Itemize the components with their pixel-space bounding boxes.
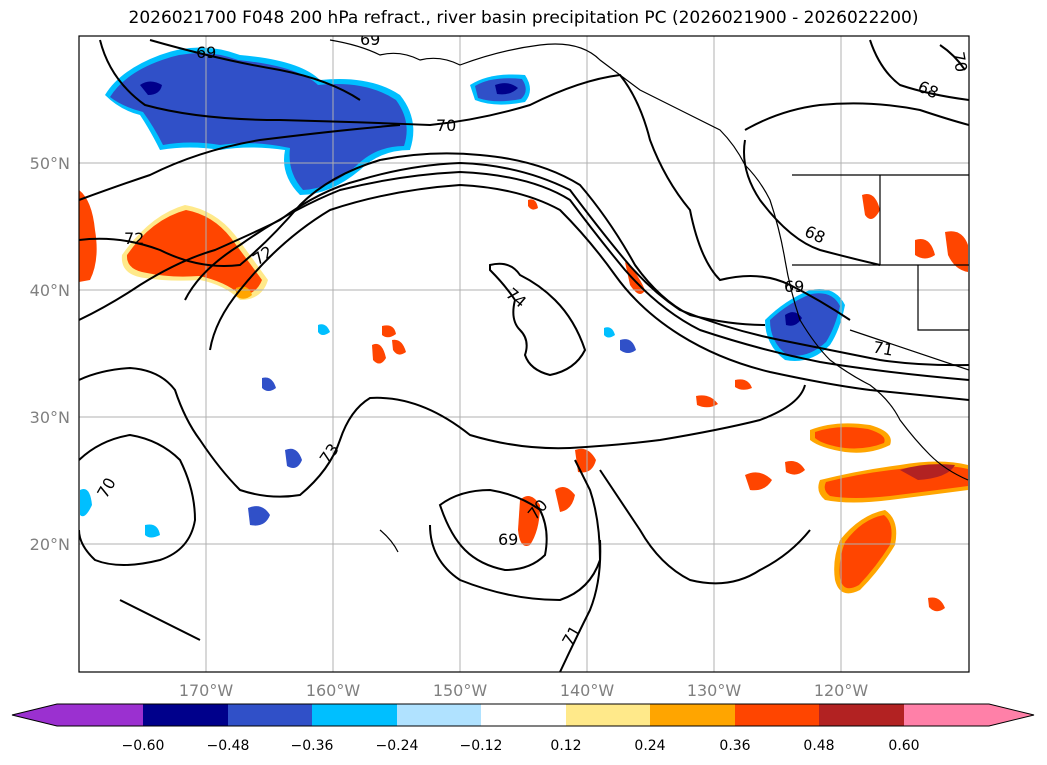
lat-label: 40°N <box>30 281 70 300</box>
precip-blob-pos <box>862 194 880 219</box>
precip-blob-neg <box>140 81 162 95</box>
lon-label: 120°W <box>814 681 869 700</box>
precip-blob-pos <box>392 339 406 355</box>
precip-blob-neg <box>495 83 518 95</box>
colorbar-segment <box>566 704 650 726</box>
precip-blob-pos <box>945 231 968 272</box>
colorbar-tick: 0.60 <box>888 738 919 754</box>
lon-label: 170°W <box>179 681 234 700</box>
colorbar-segment <box>228 704 312 726</box>
precip-blob-neg <box>248 506 270 526</box>
gridlines <box>79 36 969 672</box>
colorbar-segment <box>481 704 566 726</box>
precip-blob-neg <box>262 377 276 391</box>
lon-label: 130°W <box>687 681 742 700</box>
precip-blob-neg <box>80 489 92 517</box>
contour-label: 69 <box>196 43 216 62</box>
contour-label: 71 <box>872 337 895 359</box>
colorbar-segment <box>57 704 143 726</box>
precip-blob-neg <box>770 293 840 356</box>
precip-blob-neg <box>145 524 160 538</box>
latitude-labels: 50°N 40°N 30°N 20°N <box>30 154 70 554</box>
colorbar-segment <box>904 704 989 726</box>
precip-blob-pos <box>928 597 945 612</box>
map-frame <box>78 35 970 673</box>
positive-precip-regions <box>79 190 968 612</box>
map-title: 2026021700 F048 200 hPa refract., river … <box>128 8 919 28</box>
colorbar-segment <box>650 704 735 726</box>
colorbar-segment <box>397 704 481 726</box>
precip-blob-pos <box>735 379 752 390</box>
lat-label: 20°N <box>30 535 70 554</box>
colorbar-tick: 0.48 <box>803 738 834 754</box>
lat-label: 50°N <box>30 154 70 173</box>
contour-label: 69 <box>498 530 518 549</box>
colorbar-tick: −0.48 <box>207 738 250 754</box>
colorbar-outline <box>11 703 1035 727</box>
colorbar-extend-min <box>12 704 57 726</box>
lon-label: 160°W <box>306 681 361 700</box>
precip-blob-pos <box>745 472 772 491</box>
colorbar-tick: −0.36 <box>291 738 334 754</box>
precip-blob-pos <box>528 199 538 210</box>
colorbar-segment <box>819 704 904 726</box>
contour-label: 69 <box>784 277 804 296</box>
precip-blob-pos <box>900 464 955 480</box>
lon-label: 150°W <box>433 681 488 700</box>
precip-blob-neg <box>285 448 302 468</box>
colorbar: −0.60 −0.48 −0.36 −0.24 −0.12 0.12 0.24 … <box>11 703 1035 754</box>
contour-label: 72 <box>124 229 144 248</box>
colorbar-segment <box>735 704 819 726</box>
precip-blob-pos <box>815 427 885 449</box>
precip-blob-pos <box>555 486 575 512</box>
colorbar-tick: −0.12 <box>460 738 503 754</box>
coastlines <box>329 39 969 553</box>
colorbar-extend-max <box>989 704 1034 726</box>
lon-label: 140°W <box>560 681 615 700</box>
colorbar-tick: −0.24 <box>376 738 419 754</box>
precip-blob-pos <box>518 496 540 546</box>
precip-blob-pos <box>575 448 596 473</box>
precip-blob-neg <box>604 327 615 338</box>
colorbar-ticks: −0.60 −0.48 −0.36 −0.24 −0.12 0.12 0.24 … <box>122 738 920 754</box>
height-contours <box>79 39 969 672</box>
lat-label: 30°N <box>30 408 70 427</box>
precip-blob-pos <box>372 343 386 364</box>
negative-precip-regions <box>80 47 845 538</box>
contour-label: 70 <box>949 50 971 73</box>
precip-blob-pos <box>79 190 97 282</box>
precip-blob-pos <box>696 395 718 408</box>
colorbar-tick: 0.24 <box>634 738 665 754</box>
contour-label: 70 <box>436 116 456 135</box>
precip-blob-neg <box>785 312 802 326</box>
colorbar-segment <box>312 704 397 726</box>
colorbar-tick: −0.60 <box>122 738 165 754</box>
colorbar-tick: 0.12 <box>550 738 581 754</box>
precip-blob-neg <box>620 339 636 353</box>
precip-blob-pos <box>839 515 892 589</box>
colorbar-segment <box>143 704 228 726</box>
precip-blob-neg <box>318 324 330 335</box>
contour-label: 69 <box>360 30 380 49</box>
longitude-labels: 170°W 160°W 150°W 140°W 130°W 120°W <box>179 681 869 700</box>
precip-blob-pos <box>382 325 396 338</box>
colorbar-tick: 0.36 <box>719 738 750 754</box>
precip-blob-pos <box>915 239 935 259</box>
precip-blob-pos <box>785 461 805 475</box>
